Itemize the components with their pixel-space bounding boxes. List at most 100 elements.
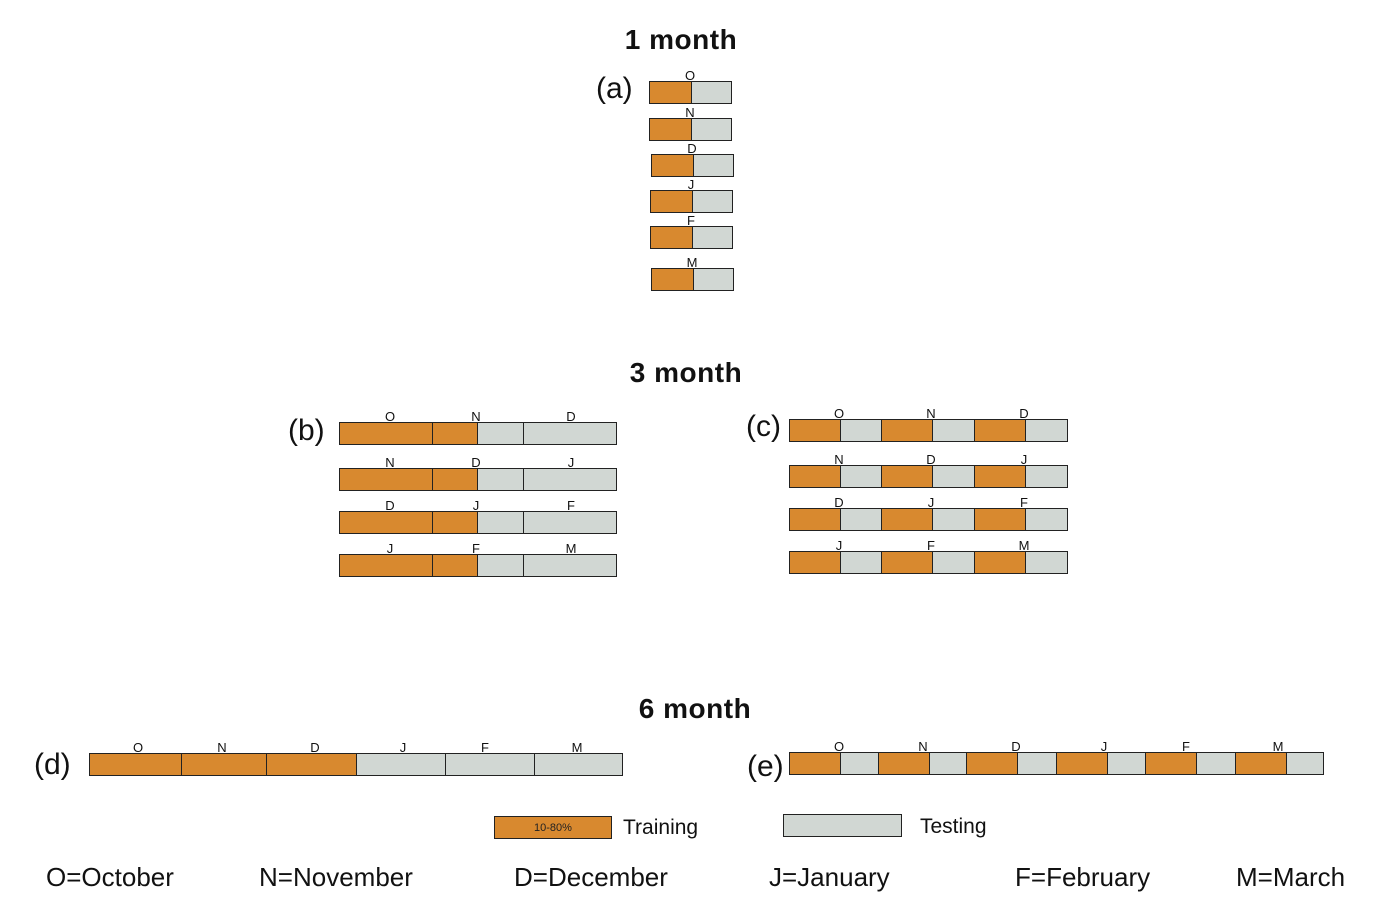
month-label: M xyxy=(1272,739,1284,754)
training-segment xyxy=(650,190,693,213)
testing-segment xyxy=(477,422,524,445)
testing-segment xyxy=(1025,508,1068,531)
testing-segment xyxy=(693,268,734,291)
training-segment xyxy=(651,154,694,177)
month-label: F xyxy=(687,213,695,228)
month-label: D xyxy=(687,141,697,156)
month-label: N xyxy=(926,406,936,421)
panel-e-row-bar xyxy=(789,752,1324,775)
month-label: M xyxy=(571,740,583,755)
testing-segment xyxy=(1286,752,1324,775)
training-segment xyxy=(266,753,357,776)
training-segment xyxy=(1235,752,1287,775)
testing-segment xyxy=(1107,752,1146,775)
training-range-label: 10-80% xyxy=(534,821,572,834)
training-segment xyxy=(878,752,930,775)
testing-segment xyxy=(932,508,975,531)
panel-a-row-bar xyxy=(649,81,732,104)
month-label: D xyxy=(385,498,395,513)
testing-segment xyxy=(840,551,882,574)
panel-b-row-bar xyxy=(339,511,617,534)
month-label: M xyxy=(565,541,577,556)
training-segment xyxy=(432,554,478,577)
panel-b-row-bar xyxy=(339,422,617,445)
testing-segment xyxy=(523,511,617,534)
month-label: J xyxy=(835,538,843,553)
training-segment xyxy=(432,511,478,534)
training-segment xyxy=(649,118,692,141)
training-segment xyxy=(339,422,433,445)
testing-segment xyxy=(1025,551,1068,574)
testing-segment xyxy=(534,753,623,776)
month-label: N xyxy=(834,452,844,467)
panel-label-b: (b) xyxy=(288,414,325,447)
month-key-january: J=January xyxy=(769,862,890,892)
testing-legend-label: Testing xyxy=(920,815,987,838)
month-label: F xyxy=(927,538,935,553)
training-segment xyxy=(339,511,433,534)
month-label: D xyxy=(834,495,844,510)
month-key-february: F=February xyxy=(1015,862,1151,892)
month-label: F xyxy=(567,498,575,513)
month-label: O xyxy=(833,739,845,754)
training-segment xyxy=(649,81,692,104)
training-segment xyxy=(1145,752,1197,775)
testing-segment xyxy=(932,465,975,488)
testing-segment xyxy=(477,511,524,534)
month-label: M xyxy=(1018,538,1030,553)
month-label: N xyxy=(385,455,395,470)
testing-segment xyxy=(840,465,882,488)
month-label: F xyxy=(1020,495,1028,510)
testing-segment xyxy=(691,118,732,141)
training-segment xyxy=(974,465,1026,488)
training-segment xyxy=(789,508,841,531)
testing-segment xyxy=(932,551,975,574)
month-key-december: D=December xyxy=(514,862,668,892)
month-key-march: M=March xyxy=(1236,862,1346,892)
panel-d-row-bar xyxy=(89,753,623,776)
training-segment xyxy=(789,551,841,574)
training-legend-label: Training xyxy=(623,816,699,839)
panel-a-row-bar xyxy=(649,118,732,141)
panel-a-row-bar xyxy=(651,268,734,291)
testing-segment xyxy=(840,508,882,531)
month-label: D xyxy=(926,452,936,467)
panel-b-row-bar xyxy=(339,468,617,491)
training-segment xyxy=(789,465,841,488)
month-label: J xyxy=(927,495,935,510)
month-key-october: O=October xyxy=(46,862,174,892)
month-label: M xyxy=(686,255,698,270)
testing-segment xyxy=(523,554,617,577)
training-legend-swatch: 10-80% xyxy=(494,816,612,839)
testing-segment xyxy=(445,753,535,776)
panel-c-row-bar xyxy=(789,551,1068,574)
training-segment xyxy=(974,551,1026,574)
testing-segment xyxy=(691,81,732,104)
month-label: O xyxy=(132,740,144,755)
month-label: N xyxy=(918,739,928,754)
panel-a-row-bar xyxy=(650,190,733,213)
month-label: J xyxy=(567,455,575,470)
testing-segment xyxy=(523,468,617,491)
training-segment xyxy=(650,226,693,249)
panel-label-c: (c) xyxy=(746,410,781,443)
panel-a-row-bar xyxy=(651,154,734,177)
testing-segment xyxy=(840,752,879,775)
panel-b-row-bar xyxy=(339,554,617,577)
panel-c-row-bar xyxy=(789,508,1068,531)
month-label: N xyxy=(685,105,695,120)
testing-segment xyxy=(477,468,524,491)
testing-segment xyxy=(692,190,733,213)
testing-segment xyxy=(692,226,733,249)
training-segment xyxy=(881,465,933,488)
section-title-3-month: 3 month xyxy=(629,357,743,388)
month-label: F xyxy=(1182,739,1190,754)
panel-a-row-bar xyxy=(650,226,733,249)
month-label: D xyxy=(1011,739,1021,754)
testing-segment xyxy=(932,419,975,442)
training-segment xyxy=(432,422,478,445)
section-title-6-month: 6 month xyxy=(638,693,752,724)
testing-segment xyxy=(1025,465,1068,488)
month-label: J xyxy=(472,498,480,513)
